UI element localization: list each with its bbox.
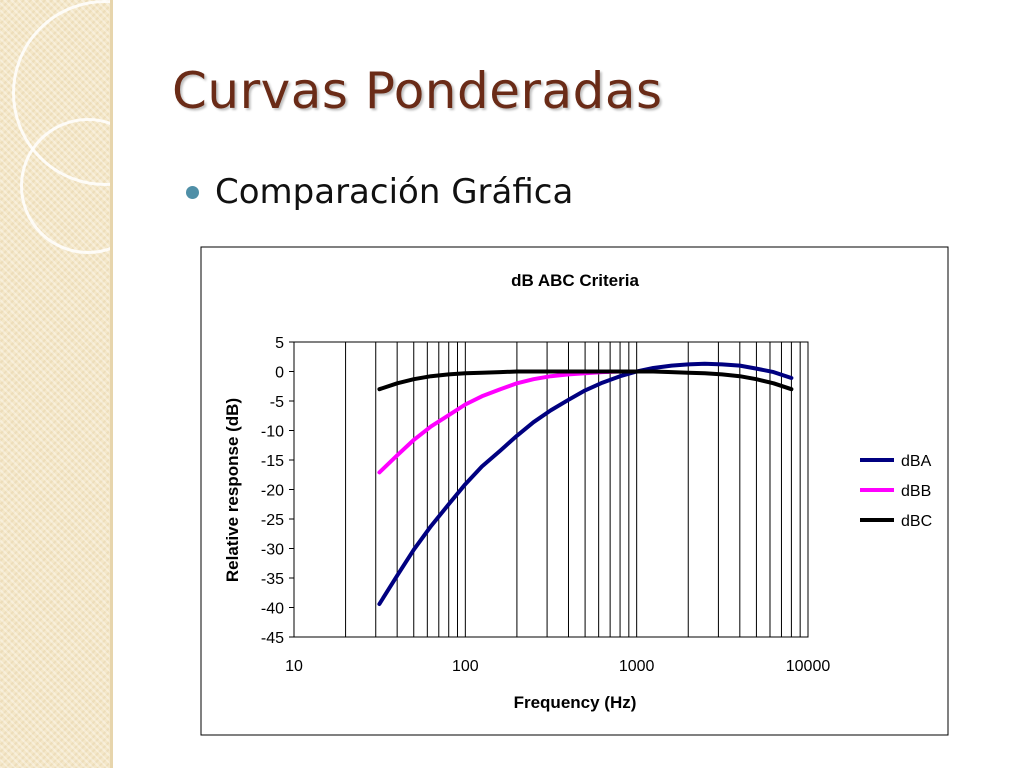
slide-title: Curvas Ponderadas	[172, 62, 663, 120]
series-line-dba	[377, 361, 794, 606]
y-tick-label: -20	[261, 483, 284, 500]
x-tick-label: 10000	[786, 658, 831, 675]
chart-frame	[200, 246, 949, 736]
bullet-icon	[186, 185, 199, 199]
y-tick-label: -5	[270, 394, 284, 411]
legend-label: dBC	[901, 513, 932, 530]
y-tick-label: -15	[261, 453, 284, 470]
y-tick-label: -35	[261, 571, 284, 588]
chart-title: dB ABC Criteria	[511, 271, 639, 290]
x-tick-label: 10	[285, 658, 303, 675]
y-tick-label: -45	[261, 630, 284, 647]
y-tick-label: -40	[261, 601, 284, 618]
decorative-side-band	[0, 0, 113, 768]
x-axis-label: Frequency (Hz)	[514, 693, 637, 712]
y-axis-label: Relative response (dB)	[223, 398, 242, 582]
legend-label: dBB	[901, 483, 931, 500]
x-tick-label: 100	[452, 658, 479, 675]
bullet-text: Comparación Gráfica	[215, 172, 574, 212]
y-tick-label: 0	[275, 365, 284, 382]
legend-label: dBA	[901, 453, 932, 470]
bullet-item: Comparación Gráfica	[186, 172, 573, 212]
x-tick-label: 1000	[619, 658, 655, 675]
y-tick-label: -30	[261, 542, 284, 559]
series-line-dbc	[377, 369, 794, 392]
y-tick-label: 5	[275, 335, 284, 352]
y-tick-label: -25	[261, 512, 284, 529]
y-tick-label: -10	[261, 424, 284, 441]
